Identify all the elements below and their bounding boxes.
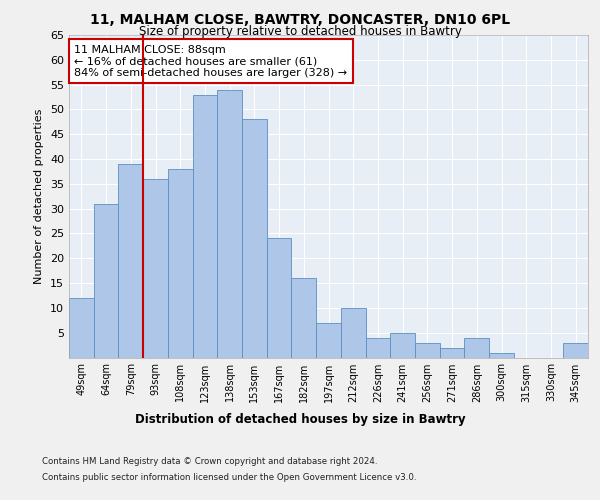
Bar xyxy=(242,120,267,358)
Bar xyxy=(365,338,390,357)
Bar xyxy=(267,238,292,358)
Text: Distribution of detached houses by size in Bawtry: Distribution of detached houses by size … xyxy=(134,412,466,426)
Bar xyxy=(415,342,440,357)
Bar xyxy=(390,332,415,357)
Bar xyxy=(193,94,217,358)
Text: Size of property relative to detached houses in Bawtry: Size of property relative to detached ho… xyxy=(139,25,461,38)
Bar xyxy=(292,278,316,357)
Text: Contains public sector information licensed under the Open Government Licence v3: Contains public sector information licen… xyxy=(42,472,416,482)
Bar xyxy=(341,308,365,358)
Bar xyxy=(316,323,341,358)
Bar xyxy=(118,164,143,358)
Bar xyxy=(464,338,489,357)
Bar xyxy=(489,352,514,358)
Bar xyxy=(94,204,118,358)
Y-axis label: Number of detached properties: Number of detached properties xyxy=(34,108,44,284)
Text: Contains HM Land Registry data © Crown copyright and database right 2024.: Contains HM Land Registry data © Crown c… xyxy=(42,458,377,466)
Bar xyxy=(563,342,588,357)
Text: 11, MALHAM CLOSE, BAWTRY, DONCASTER, DN10 6PL: 11, MALHAM CLOSE, BAWTRY, DONCASTER, DN1… xyxy=(90,12,510,26)
Bar xyxy=(143,179,168,358)
Bar xyxy=(168,169,193,358)
Bar xyxy=(217,90,242,358)
Bar xyxy=(440,348,464,358)
Bar xyxy=(69,298,94,358)
Text: 11 MALHAM CLOSE: 88sqm
← 16% of detached houses are smaller (61)
84% of semi-det: 11 MALHAM CLOSE: 88sqm ← 16% of detached… xyxy=(74,44,347,78)
